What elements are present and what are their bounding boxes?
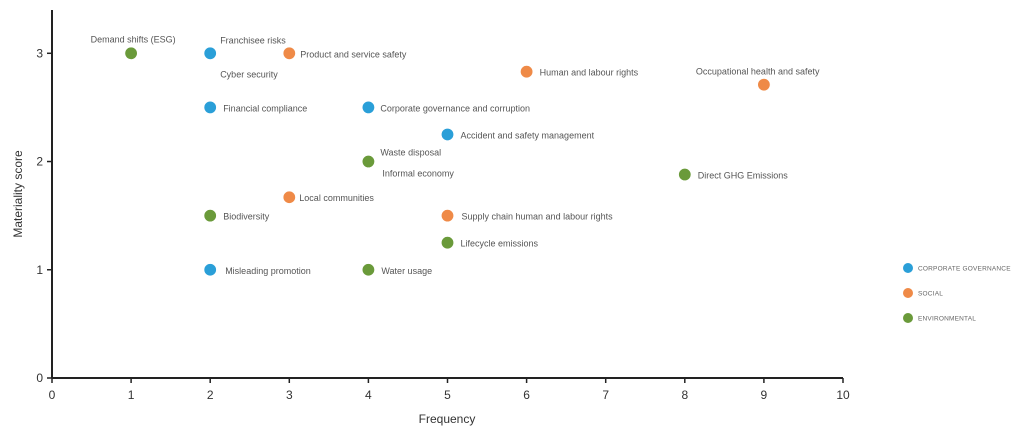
point-label: Product and service safety [300,49,407,59]
data-point-social [282,190,296,204]
data-point-corporate-governance [440,127,454,141]
point-label: Human and labour rights [540,68,639,78]
x-axis-title: Frequency [419,412,476,426]
point-label: Occupational health and safety [696,67,820,77]
point-label: Waste disposal [380,148,441,158]
data-point-social [440,209,454,223]
data-points [124,46,771,277]
point-label: Demand shifts (ESG) [91,34,176,44]
x-tick-label: 10 [836,388,850,402]
data-point-corporate-governance [203,46,217,60]
point-label: Franchisee risks [220,35,286,45]
legend-label: SOCIAL [918,291,943,298]
legend: CORPORATE GOVERNANCE SOCIAL ENVIRONMENTAL [903,263,1011,323]
x-tick-label: 9 [761,388,768,402]
point-label: Biodiversity [223,212,270,222]
legend-label: CORPORATE GOVERNANCE [918,266,1011,273]
point-label: Misleading promotion [225,266,311,276]
x-tick-label: 5 [444,388,451,402]
data-point-environmental [440,236,454,250]
y-tick-label: 1 [36,263,43,277]
y-tick-label: 2 [36,155,43,169]
x-tick-label: 6 [523,388,530,402]
y-ticks: 0 1 2 3 [36,46,52,385]
point-label: Informal economy [382,169,454,179]
data-point-corporate-governance [361,100,375,114]
data-point-corporate-governance [203,100,217,114]
point-label: Local communities [299,193,374,203]
y-axis-title: Materiality score [11,150,25,238]
data-point-environmental [361,263,375,277]
data-point-environmental [361,155,375,169]
x-tick-label: 8 [681,388,688,402]
data-point-corporate-governance [203,263,217,277]
data-point-social [282,46,296,60]
y-tick-label: 3 [36,46,43,60]
axes [51,10,843,379]
legend-marker-social [903,288,913,298]
legend-label: ENVIRONMENTAL [918,316,976,323]
point-label: Supply chain human and labour rights [462,212,614,222]
x-tick-label: 0 [49,388,56,402]
x-tick-label: 4 [365,388,372,402]
data-point-environmental [203,209,217,223]
x-tick-label: 7 [602,388,609,402]
point-label: Corporate governance and corruption [380,103,530,113]
y-tick-label: 0 [36,371,43,385]
data-point-social [757,78,771,92]
point-label: Water usage [381,266,432,276]
data-point-environmental [678,168,692,182]
point-label: Direct GHG Emissions [698,171,789,181]
point-label: Accident and safety management [461,130,595,140]
x-tick-label: 3 [286,388,293,402]
legend-marker-corporate-governance [903,263,913,273]
x-tick-label: 2 [207,388,214,402]
data-point-environmental [124,46,138,60]
point-label: Financial compliance [223,103,307,113]
point-label: Lifecycle emissions [461,239,539,249]
point-labels: Franchisee risks Cyber security Financial … [91,34,820,275]
x-ticks: 0 1 2 3 4 5 6 7 8 9 10 [49,378,850,402]
point-label: Cyber security [220,69,278,79]
x-tick-label: 1 [128,388,135,402]
legend-marker-environmental [903,313,913,323]
data-point-social [520,65,534,79]
